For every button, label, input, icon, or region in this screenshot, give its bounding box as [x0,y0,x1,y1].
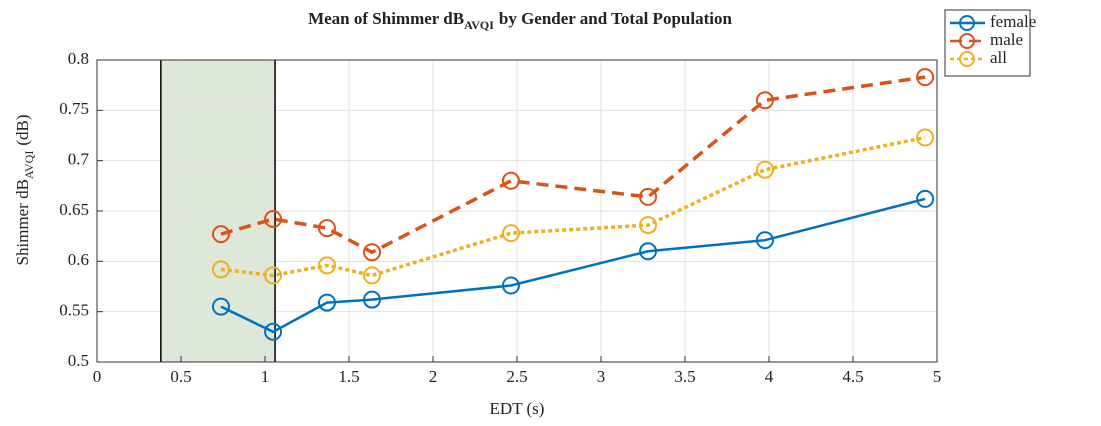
y-tick-label: 0.7 [68,150,90,169]
data-point [639,216,658,235]
data-point [755,91,774,110]
x-tick-label: 3.5 [674,367,695,386]
ylabel-subscript: AVQI [22,151,36,179]
data-point [501,171,520,190]
data-point [501,224,520,243]
series-line [220,197,926,334]
ylabel-part: Shimmer dB [13,179,32,265]
data-point [264,322,283,341]
series-line [220,75,926,255]
title-subscript: AVQI [464,18,494,32]
x-tick-label: 5 [933,367,942,386]
x-tick-label: 0 [93,367,102,386]
y-tick-label: 0.8 [68,49,89,68]
x-tick-label: 2.5 [506,367,527,386]
y-tick-label: 0.5 [68,351,89,370]
legend-box [944,9,1031,77]
data-point [317,219,336,238]
data-point [639,242,658,261]
data-point [363,243,382,262]
title-part: by Gender and Total Population [499,9,733,28]
y-tick-label: 0.65 [59,200,89,219]
x-tick-label: 0.5 [170,367,191,386]
y-tick-label: 0.6 [68,250,89,269]
x-tick-label: 4 [765,367,774,386]
x-tick-label: 1 [261,367,270,386]
data-point [317,293,336,312]
legend-label: all [990,48,1007,67]
data-point [501,276,520,295]
data-point [363,290,382,309]
legend-marker [959,15,975,31]
data-point [363,266,382,285]
legend-marker [959,51,975,67]
data-point [211,225,230,244]
series-line [220,135,926,278]
axes-box [96,59,938,363]
chart-title: Mean of Shimmer dBAVQI by Gender and Tota… [308,9,732,32]
y-axis-label: Shimmer dBAVQI (dB) [13,114,36,265]
data-point [264,266,283,285]
x-axis-label: EDT (s) [490,399,545,418]
title-part: Mean of Shimmer dB [308,9,464,28]
data-point [211,297,230,316]
data-point [211,260,230,279]
x-tick-label: 2 [429,367,438,386]
data-point [916,128,935,147]
data-point [264,210,283,229]
data-point [916,68,935,87]
legend-label: female [990,12,1036,31]
x-tick-label: 1.5 [338,367,359,386]
y-tick-label: 0.55 [59,301,89,320]
ylabel-part: (dB) [13,114,32,145]
data-point [317,256,336,275]
data-point [755,160,774,179]
data-point [639,187,658,206]
legend-marker [959,33,975,49]
data-point [916,189,935,208]
legend-label: male [990,30,1023,49]
x-tick-label: 4.5 [842,367,863,386]
x-tick-label: 3 [597,367,606,386]
y-tick-label: 0.75 [59,99,89,118]
data-point [755,231,774,250]
